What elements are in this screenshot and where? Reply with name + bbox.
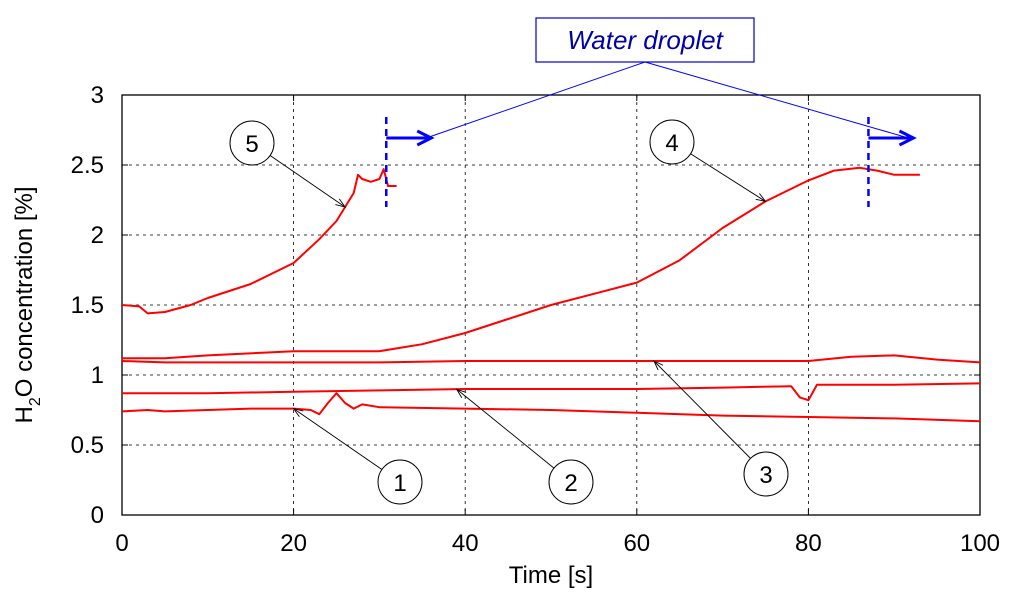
- x-tick-label: 40: [452, 530, 479, 557]
- y-axis: 0 0.5 1 1.5 2 2.5 3: [71, 82, 980, 529]
- x-tick-label: 100: [960, 530, 1000, 557]
- water-droplet-box: Water droplet: [535, 17, 755, 63]
- x-tick-label: 60: [623, 530, 650, 557]
- callout-leader-5: [269, 155, 346, 208]
- x-tick-label: 0: [115, 530, 128, 557]
- y-tick-label: 1: [91, 362, 104, 389]
- callout-circle-1: [377, 459, 423, 505]
- x-axis-label: Time [s]: [509, 562, 593, 589]
- y-axis-label: H2O concentration [%]: [11, 186, 44, 423]
- series-line-1: [121, 392, 981, 423]
- callout-circle-4: [649, 119, 695, 165]
- callout-label-1: 1: [393, 470, 406, 497]
- y-axis-label-subscript: 2: [27, 397, 44, 406]
- water-droplet-label: Water droplet: [567, 25, 724, 55]
- x-tick-label: 20: [280, 530, 307, 557]
- series-line-5: [121, 168, 397, 315]
- droplet-leader: [426, 61, 646, 139]
- x-tick-label: 80: [795, 530, 822, 557]
- callout-arrowhead-2: [455, 388, 467, 398]
- callout-arrowhead-3: [653, 360, 664, 371]
- callout-leader-3: [653, 360, 751, 459]
- callout-label-2: 2: [564, 470, 577, 497]
- y-tick-label: 0.5: [71, 432, 104, 459]
- y-tick-label: 2: [91, 222, 104, 249]
- droplet-leader: [644, 61, 909, 139]
- callout-label-3: 3: [759, 462, 772, 489]
- series-line-4: [122, 166, 920, 360]
- series-group: [121, 166, 981, 423]
- y-tick-label: 3: [91, 82, 104, 109]
- droplet-arrowhead: [898, 129, 917, 147]
- callout-label-5: 5: [245, 131, 258, 158]
- y-tick-label: 0: [91, 502, 104, 529]
- callout-arrowhead-4: [755, 193, 767, 203]
- callout-leader-4: [690, 153, 766, 202]
- y-tick-label: 1.5: [71, 292, 104, 319]
- callout-label-4: 4: [665, 130, 678, 157]
- x-axis: 0 20 40 60 80 100: [115, 95, 1000, 557]
- series-line-3: [121, 354, 981, 364]
- series-line-2: [122, 382, 981, 402]
- callout-leader-1: [293, 408, 383, 470]
- callout-circle-3: [743, 451, 789, 497]
- callout-circle-5: [229, 120, 275, 166]
- droplet-markers: [385, 61, 917, 207]
- callout-arrowhead-5: [335, 198, 347, 208]
- y-tick-label: 2.5: [71, 152, 104, 179]
- callout-leader-2: [456, 388, 555, 469]
- droplet-arrowhead: [416, 129, 435, 147]
- callout-arrowhead-1: [292, 407, 304, 418]
- callouts: 1 2 3 4 5: [229, 119, 789, 505]
- callout-circle-2: [548, 459, 594, 505]
